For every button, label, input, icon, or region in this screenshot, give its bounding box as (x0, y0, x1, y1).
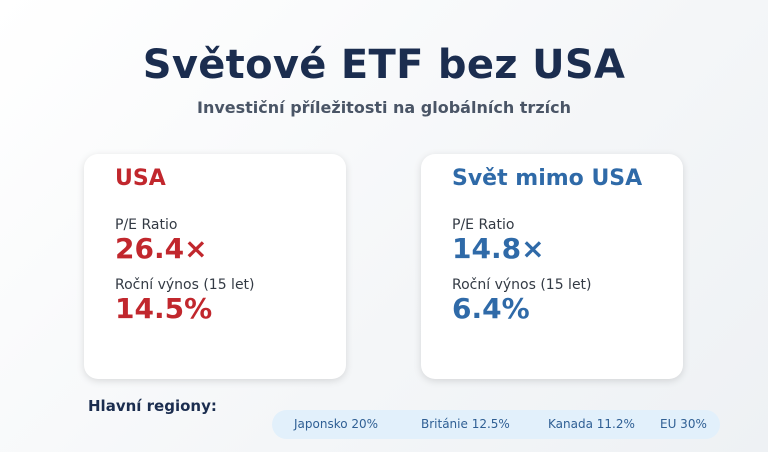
usa-pe-value: 26.4× (115, 232, 208, 265)
world-ex-usa-card: Svět mimo USA P/E Ratio 14.8× Roční výno… (421, 154, 683, 379)
usa-card: USA P/E Ratio 26.4× Roční výnos (15 let)… (84, 154, 346, 379)
region-chip-eu: EU 30% (660, 417, 707, 431)
regions-bar: Japonsko 20% Británie 12.5% Kanada 11.2%… (272, 410, 720, 439)
world-pe-label: P/E Ratio (452, 217, 515, 233)
usa-return-value: 14.5% (115, 292, 213, 325)
regions-label: Hlavní regiony: (88, 397, 217, 415)
world-return-value: 6.4% (452, 292, 530, 325)
world-return-label: Roční výnos (15 let) (452, 277, 592, 293)
world-card-title: Svět mimo USA (452, 166, 643, 191)
region-chip-britain: Británie 12.5% (421, 417, 510, 431)
world-pe-value: 14.8× (452, 232, 545, 265)
page-title: Světové ETF bez USA (142, 42, 626, 88)
page-subtitle: Investiční příležitosti na globálních tr… (197, 98, 571, 117)
usa-pe-label: P/E Ratio (115, 217, 178, 233)
usa-return-label: Roční výnos (15 let) (115, 277, 255, 293)
region-chip-japan: Japonsko 20% (294, 417, 379, 431)
usa-card-title: USA (115, 166, 166, 191)
region-chip-canada: Kanada 11.2% (548, 417, 635, 431)
